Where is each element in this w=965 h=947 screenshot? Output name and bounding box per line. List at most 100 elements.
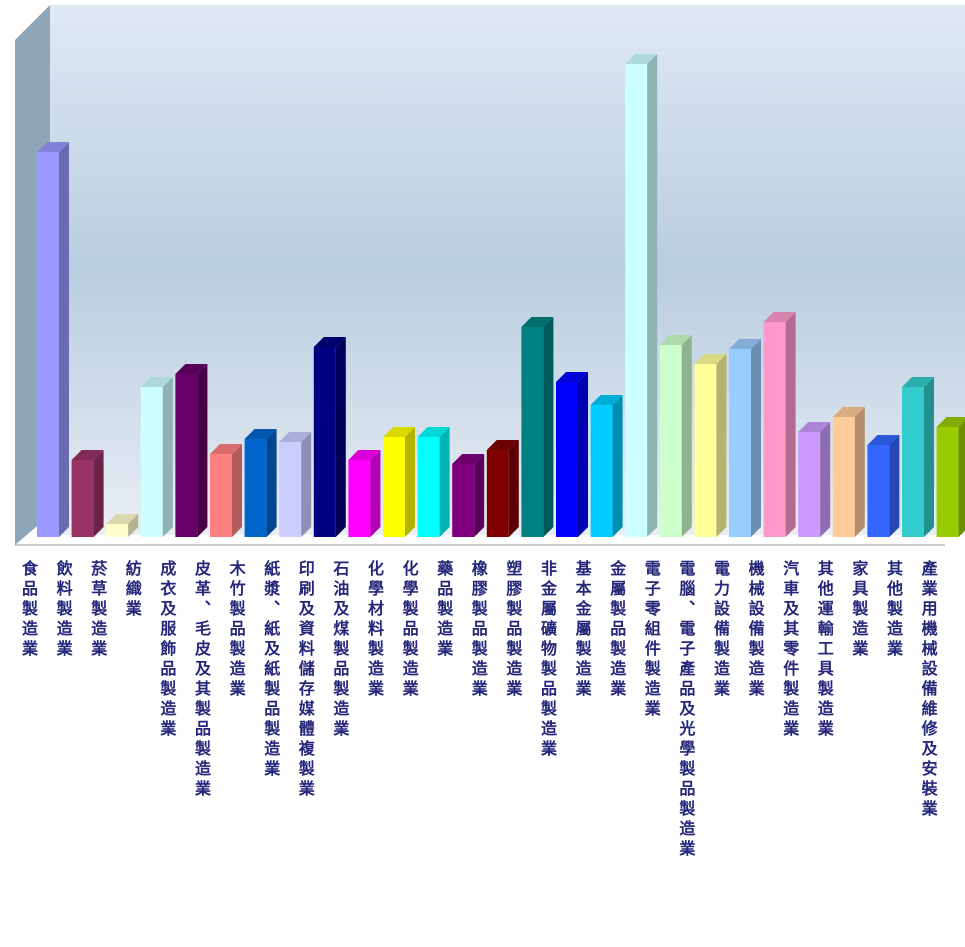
x-tick-label: 石油及煤製品製造業 <box>330 560 350 740</box>
x-tick-label: 機械設備製造業 <box>745 560 765 700</box>
x-tick-label: 產業用機械設備維修及安裝業 <box>918 560 938 820</box>
bar-top <box>867 435 900 445</box>
bar-top <box>694 354 727 364</box>
bar-front <box>417 437 440 537</box>
bar-top <box>590 395 623 405</box>
bar-front <box>348 460 371 537</box>
bar-top <box>37 142 69 152</box>
bar-side <box>612 395 623 537</box>
bar-front <box>936 427 959 537</box>
bar-front <box>867 445 890 537</box>
x-tick-label: 成衣及服飾品製造業 <box>157 560 177 740</box>
bar-top <box>348 450 381 460</box>
bar-top <box>763 312 796 322</box>
bar-side <box>232 444 242 537</box>
bar-front <box>175 374 198 537</box>
x-tick-label: 食品製造業 <box>19 560 38 660</box>
bar-top <box>486 440 519 450</box>
bar-side <box>716 354 727 537</box>
x-tick-label: 金屬製品製造業 <box>607 560 627 700</box>
x-tick-label: 化學製品製造業 <box>399 560 419 700</box>
bar-front <box>694 364 717 537</box>
bar-top <box>106 514 139 524</box>
bar-side <box>647 54 658 537</box>
bar-front <box>140 387 163 537</box>
bar-top <box>383 427 415 437</box>
bar-front <box>37 152 59 537</box>
bar-side <box>162 377 173 537</box>
bar-front <box>659 345 682 537</box>
bar-front <box>452 464 475 537</box>
bar-top <box>313 337 346 347</box>
bar-top <box>625 54 658 64</box>
bar-front <box>210 454 232 537</box>
x-tick-label: 橡膠製品製造業 <box>468 560 488 700</box>
x-tick-label: 皮革、毛皮及其製品製造業 <box>192 560 211 800</box>
x-tick-label: 基本金屬製造業 <box>572 560 592 700</box>
bar-side <box>266 429 277 537</box>
bar-top <box>729 339 761 349</box>
bar-front <box>798 432 821 537</box>
bar-side <box>93 450 104 537</box>
bar-side <box>578 372 588 537</box>
bar-side <box>301 432 312 537</box>
x-tick-label: 印刷及資料儲存媒體複製業 <box>295 560 315 800</box>
bar-front <box>313 347 336 537</box>
x-tick-label: 菸草製造業 <box>88 560 108 660</box>
bar-side <box>751 339 761 537</box>
x-tick-label: 非金屬礦物製品製造業 <box>538 560 557 760</box>
bar-top <box>210 444 242 454</box>
bar-front <box>590 405 613 537</box>
bar-front <box>625 64 648 537</box>
bar-side <box>335 337 346 537</box>
bar-top <box>659 335 692 345</box>
x-tick-label: 汽車及其零件製造業 <box>780 560 800 740</box>
bar-front <box>763 322 786 537</box>
x-tick-label: 紙漿、紙及紙製品製造業 <box>261 560 281 780</box>
bar-side <box>370 450 381 537</box>
x-tick-label: 化學材料製造業 <box>365 560 384 700</box>
bar-top <box>832 407 865 417</box>
x-tick-label: 電子零組件製造業 <box>641 560 661 720</box>
bar-side <box>924 377 934 537</box>
bar-top <box>798 422 831 432</box>
bar-side <box>128 514 139 537</box>
bar-side <box>820 422 831 537</box>
x-tick-label: 藥品製造業 <box>434 560 454 660</box>
bar-side <box>854 407 865 537</box>
bar-top <box>279 432 312 442</box>
bar-front <box>729 349 751 537</box>
bar-top <box>140 377 173 387</box>
bar-top <box>556 372 588 382</box>
bar-front <box>521 327 544 537</box>
bar-front <box>556 382 578 537</box>
bar-side <box>197 364 208 537</box>
bar-front <box>71 460 94 537</box>
x-tick-label: 電腦、電子產品及光學製品製造業 <box>676 560 696 860</box>
x-tick-label: 家具製造業 <box>849 560 869 660</box>
bar-top <box>417 427 450 437</box>
bar-side <box>508 440 519 537</box>
x-tick-label: 其他運輸工具製造業 <box>814 560 834 740</box>
bar-top <box>71 450 104 460</box>
bar-side <box>405 427 415 537</box>
bar-top <box>452 454 485 464</box>
bar-top <box>175 364 208 374</box>
chart <box>15 5 965 546</box>
bar-top <box>902 377 934 387</box>
x-tick-label: 紡織業 <box>122 560 142 620</box>
bar-front <box>244 439 267 537</box>
bar-side <box>59 142 69 537</box>
bar-front <box>106 524 129 537</box>
x-tick-label: 木竹製品製造業 <box>226 560 246 700</box>
bar-side <box>889 435 900 537</box>
bar-top <box>521 317 554 327</box>
x-tick-label: 其他製造業 <box>884 560 903 660</box>
x-tick-label: 塑膠製品製造業 <box>503 560 523 700</box>
x-tick-label: 飲料製造業 <box>53 560 73 660</box>
bar-side <box>681 335 692 537</box>
bar-side <box>958 420 965 537</box>
bar-side <box>785 312 796 537</box>
bar-front <box>832 417 855 537</box>
